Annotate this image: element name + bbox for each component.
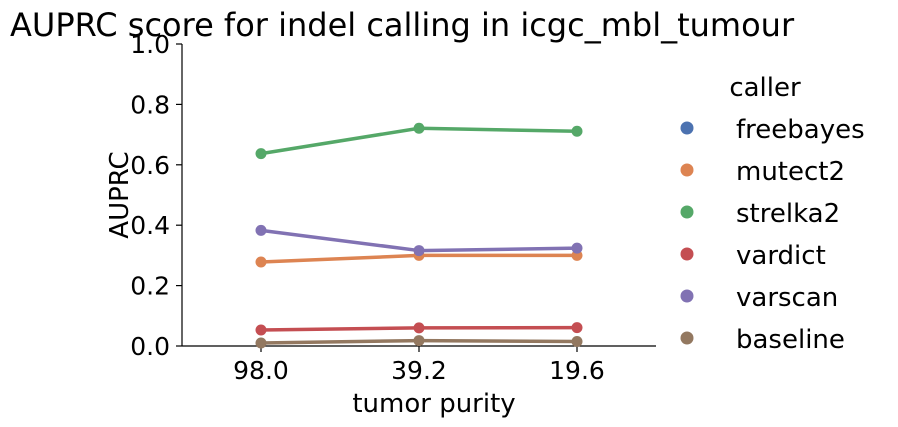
legend-marker-freebayes bbox=[680, 121, 694, 135]
x-tick-label: 39.2 bbox=[391, 356, 447, 385]
data-point-varscan bbox=[413, 245, 425, 257]
chart-title: AUPRC score for indel calling in icgc_mb… bbox=[10, 6, 795, 44]
legend-marker-baseline bbox=[680, 331, 694, 345]
legend-label-baseline: baseline bbox=[736, 325, 845, 355]
series-points bbox=[255, 122, 583, 349]
y-axis-label: AUPRC bbox=[105, 151, 135, 238]
legend-label-strelka2: strelka2 bbox=[736, 199, 840, 229]
data-point-baseline bbox=[571, 335, 583, 347]
data-point-varscan bbox=[255, 224, 267, 236]
legend: caller freebayes mutect2 strelka2 vardict va… bbox=[680, 73, 865, 355]
y-axis: 0.0 0.2 0.4 0.6 0.8 1.0 bbox=[130, 30, 183, 361]
y-tick-label: 0.4 bbox=[130, 211, 170, 240]
data-point-strelka2 bbox=[413, 122, 425, 134]
legend-marker-vardict bbox=[680, 247, 694, 261]
x-axis-label: tumor purity bbox=[352, 389, 515, 419]
data-point-strelka2 bbox=[571, 125, 583, 137]
data-point-varscan bbox=[571, 242, 583, 254]
legend-marker-varscan bbox=[680, 289, 694, 303]
series-lines bbox=[259, 126, 579, 345]
legend-marker-mutect2 bbox=[680, 163, 694, 177]
legend-label-freebayes: freebayes bbox=[736, 115, 865, 145]
y-tick-label: 0.0 bbox=[130, 332, 170, 361]
data-point-vardict bbox=[571, 322, 583, 334]
x-tick-label: 98.0 bbox=[233, 356, 289, 385]
x-axis: 98.0 39.2 19.6 bbox=[182, 345, 656, 385]
y-tick-label: 0.6 bbox=[130, 151, 170, 180]
data-point-vardict bbox=[413, 322, 425, 334]
legend-marker-strelka2 bbox=[680, 205, 694, 219]
data-point-strelka2 bbox=[255, 148, 267, 160]
y-tick-label: 1.0 bbox=[130, 30, 170, 59]
data-point-baseline bbox=[255, 337, 267, 349]
legend-title: caller bbox=[729, 73, 801, 103]
legend-label-mutect2: mutect2 bbox=[736, 157, 845, 187]
legend-label-varscan: varscan bbox=[736, 283, 838, 313]
y-tick-label: 0.2 bbox=[130, 272, 170, 301]
data-point-vardict bbox=[255, 324, 267, 336]
y-tick-label: 0.8 bbox=[130, 90, 170, 119]
data-point-mutect2 bbox=[255, 256, 267, 268]
x-tick-label: 19.6 bbox=[549, 356, 605, 385]
legend-label-vardict: vardict bbox=[736, 241, 826, 271]
data-point-baseline bbox=[413, 335, 425, 347]
